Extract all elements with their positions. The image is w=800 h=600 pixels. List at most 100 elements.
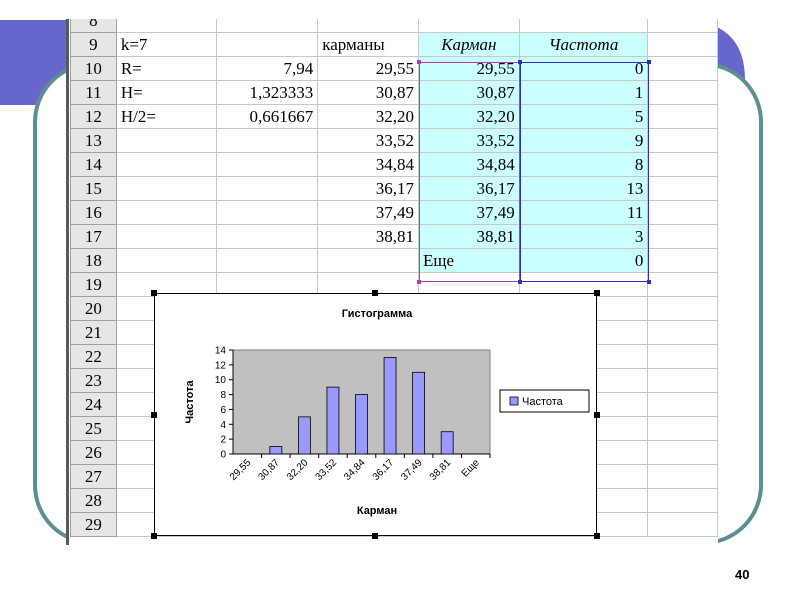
chart-resize-handle[interactable] [594,290,600,296]
cell-frequency[interactable]: 8 [518,152,649,177]
chart-resize-handle[interactable] [151,412,157,418]
row-header[interactable]: 16 [70,200,117,225]
row-header[interactable]: 19 [70,272,117,297]
cell-b[interactable] [216,248,319,273]
row-header[interactable]: 18 [70,248,117,273]
cell-g[interactable] [647,440,718,465]
cell-bin[interactable]: 29,55 [418,56,520,81]
cell-frequency[interactable]: 9 [518,128,649,153]
cell-g[interactable] [647,56,718,81]
cell-b[interactable] [216,224,319,249]
cell-g[interactable] [647,320,718,345]
chart-resize-handle[interactable] [594,533,600,539]
cell-c[interactable]: 32,20 [317,104,420,129]
row-header[interactable]: 29 [70,512,117,537]
cell-bin[interactable]: 38,81 [418,224,520,249]
cell-b[interactable]: 7,94 [216,56,319,81]
row-header[interactable]: 15 [70,176,117,201]
row-header[interactable]: 14 [70,152,117,177]
cell-frequency[interactable]: 5 [518,104,649,129]
cell-bin[interactable]: Еще [418,248,520,273]
cell-c[interactable]: 38,81 [317,224,420,249]
cell-c[interactable]: 33,52 [317,128,420,153]
cell-a[interactable]: H/2= [115,104,218,129]
row-header[interactable]: 8 [70,19,117,33]
cell-a[interactable]: R= [115,56,218,81]
cell-a[interactable] [115,128,218,153]
cell-g[interactable] [647,416,718,441]
cell-c[interactable]: 34,84 [317,152,420,177]
cell-frequency[interactable]: 0 [518,56,649,81]
cell-a[interactable] [115,224,218,249]
cell-b[interactable] [216,128,319,153]
cell-a[interactable] [115,19,218,33]
cell-g[interactable] [647,152,718,177]
cell-g[interactable] [647,392,718,417]
cell-g[interactable] [647,248,718,273]
cell-a[interactable] [115,176,218,201]
cell-bin[interactable]: 34,84 [418,152,520,177]
cell-b[interactable] [216,176,319,201]
row-header[interactable]: 25 [70,416,117,441]
cell-g[interactable] [647,176,718,201]
cell-b[interactable]: 0,661667 [216,104,319,129]
row-header[interactable]: 24 [70,392,117,417]
row-header[interactable]: 20 [70,296,117,321]
row-header[interactable]: 21 [70,320,117,345]
cell-g[interactable] [647,19,718,33]
cell-g[interactable] [647,272,718,297]
cell-g[interactable] [647,80,718,105]
chart-resize-handle[interactable] [151,533,157,539]
row-header[interactable]: 28 [70,488,117,513]
cell-g[interactable] [647,128,718,153]
cell-a[interactable]: k=7 [115,32,218,57]
cell-bin[interactable]: 33,52 [418,128,520,153]
row-header[interactable]: 17 [70,224,117,249]
cell-frequency[interactable]: 3 [518,224,649,249]
row-header[interactable]: 12 [70,104,117,129]
cell-g[interactable] [647,200,718,225]
chart-resize-handle[interactable] [372,533,378,539]
cell-bin[interactable]: Карман [418,32,520,57]
cell-bin[interactable]: 32,20 [418,104,520,129]
cell-b[interactable] [216,200,319,225]
chart-resize-handle[interactable] [151,290,157,296]
row-header[interactable]: 10 [70,56,117,81]
cell-g[interactable] [647,104,718,129]
cell-bin[interactable]: 36,17 [418,176,520,201]
cell-g[interactable] [647,488,718,513]
cell-bin[interactable] [418,19,520,33]
cell-g[interactable] [647,32,718,57]
cell-g[interactable] [647,512,718,537]
cell-g[interactable] [647,368,718,393]
cell-bin[interactable]: 37,49 [418,200,520,225]
row-header[interactable]: 26 [70,440,117,465]
cell-g[interactable] [647,296,718,321]
cell-frequency[interactable]: 13 [518,176,649,201]
histogram-chart[interactable]: Гистограмма 0 2 4 6 8 10 12 14 29,55 30,87 32,20 33,… [154,293,597,536]
row-header[interactable]: 23 [70,368,117,393]
row-header[interactable]: 22 [70,344,117,369]
chart-resize-handle[interactable] [372,290,378,296]
cell-a[interactable] [115,200,218,225]
cell-b[interactable] [216,152,319,177]
cell-c[interactable]: 37,49 [317,200,420,225]
chart-resize-handle[interactable] [594,412,600,418]
cell-g[interactable] [647,224,718,249]
cell-frequency[interactable]: 0 [518,248,649,273]
cell-c[interactable] [317,248,420,273]
cell-b[interactable]: 1,323333 [216,80,319,105]
cell-b[interactable] [216,32,319,57]
cell-a[interactable]: H= [115,80,218,105]
cell-frequency[interactable]: 1 [518,80,649,105]
row-header[interactable]: 9 [70,32,117,57]
cell-g[interactable] [647,344,718,369]
row-header[interactable]: 13 [70,128,117,153]
row-header[interactable]: 27 [70,464,117,489]
cell-frequency[interactable] [518,19,649,33]
cell-b[interactable] [216,19,319,33]
cell-c[interactable]: 30,87 [317,80,420,105]
cell-frequency[interactable]: Частота [518,32,649,57]
cell-a[interactable] [115,248,218,273]
cell-bin[interactable]: 30,87 [418,80,520,105]
